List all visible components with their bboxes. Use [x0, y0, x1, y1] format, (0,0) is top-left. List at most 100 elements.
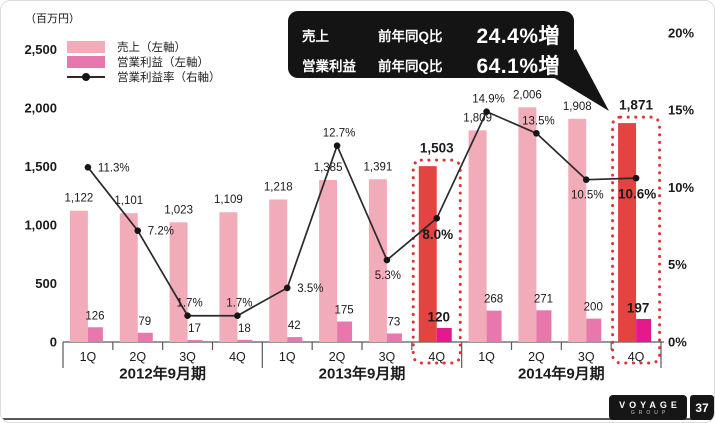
- sales-bar-7: [418, 166, 437, 342]
- profit-bar-1: [137, 332, 153, 342]
- quarter-label: 4Q: [229, 350, 246, 364]
- page-number: 37: [690, 395, 714, 420]
- sales-bar-4: [269, 199, 288, 342]
- rate-label: 3.5%: [297, 283, 323, 295]
- rate-label: 5.3%: [375, 270, 401, 282]
- legend-item-rate: 営業利益率（右軸）: [67, 71, 221, 84]
- sales-value-label: 1,503: [420, 141, 454, 156]
- legend-label: 売上（左軸）: [117, 42, 186, 54]
- callout-label: 売上: [302, 29, 329, 44]
- rate-point-4: [283, 284, 291, 292]
- sales-bar-3: [219, 212, 238, 342]
- rate-line-swatch: [67, 71, 105, 83]
- rate-point-9: [533, 129, 540, 137]
- left-axis-tick-label: 2,000: [24, 101, 57, 116]
- profit-bar-9: [536, 310, 552, 342]
- right-axis-tick-label: 0%: [668, 335, 687, 350]
- sales-bar-6: [368, 179, 387, 342]
- left-axis-tick-label: 1,000: [24, 218, 57, 233]
- profit-value-label: 42: [288, 320, 301, 332]
- callout-value: 24.4%増: [476, 25, 560, 48]
- profit-value-label: 126: [85, 310, 104, 322]
- sales-bar-2: [169, 222, 188, 342]
- left-axis-tick-label: 1,500: [24, 159, 57, 174]
- legend-item-sales: 売上（左軸）: [67, 41, 221, 54]
- yoy-callout: 売上 前年同Q比 24.4%増 営業利益 前年同Q比 64.1%増: [288, 11, 574, 78]
- rate-point-0: [84, 164, 92, 171]
- rate-label: 11.3%: [98, 162, 130, 174]
- left-axis-tick-label: 0: [50, 335, 57, 350]
- rate-label: 1.7%: [176, 298, 202, 310]
- callout-row-sales: 売上 前年同Q比 24.4%増: [302, 20, 560, 50]
- rate-label: 10.5%: [571, 190, 604, 202]
- profit-bar-2: [187, 340, 203, 342]
- quarter-label: 3Q: [379, 350, 396, 364]
- sales-value-label: 1,109: [214, 194, 243, 206]
- callout-metric: 前年同Q比: [378, 59, 443, 74]
- sales-value-label: 1,023: [164, 204, 193, 216]
- rate-label: 14.9%: [472, 94, 505, 106]
- sales-bar-5: [319, 179, 338, 342]
- sales-bar-9: [518, 107, 537, 342]
- sales-value-label: 1,101: [114, 195, 143, 207]
- profit-bar-4: [287, 337, 303, 342]
- rate-point-2: [184, 312, 191, 320]
- rate-label: 7.2%: [148, 226, 174, 238]
- profit-value-label: 271: [534, 293, 553, 305]
- profit-value-label: 120: [427, 309, 450, 324]
- rate-point-7: [433, 215, 441, 222]
- quarter-label: 4Q: [428, 350, 445, 364]
- bottom-rule: [1, 418, 714, 420]
- quarter-label: 2Q: [329, 350, 346, 364]
- quarter-label: 3Q: [179, 350, 196, 364]
- quarter-label: 3Q: [578, 350, 595, 364]
- rate-label: 12.7%: [323, 128, 356, 140]
- left-axis-tick-label: 500: [35, 276, 57, 291]
- callout-label: 営業利益: [302, 59, 356, 74]
- rate-line: [87, 110, 637, 317]
- quarter-label: 1Q: [478, 350, 495, 364]
- callout-value: 64.1%増: [476, 55, 560, 78]
- quarter-label: 2Q: [129, 350, 146, 364]
- right-axis-tick-label: 5%: [668, 257, 687, 272]
- sales-value-label: 1,871: [619, 98, 653, 113]
- callout-row-profit: 営業利益 前年同Q比 64.1%増: [302, 50, 560, 80]
- logo-text: VOYAGE: [619, 399, 681, 410]
- y-axis-unit-label: （百万円）: [25, 13, 80, 25]
- sales-swatch: [67, 41, 105, 53]
- legend-item-profit: 営業利益（左軸）: [67, 56, 221, 69]
- legend-label: 営業利益（左軸）: [117, 57, 209, 69]
- profit-bar-8: [486, 310, 502, 342]
- sales-bar-8: [468, 130, 487, 342]
- sales-bar-0: [69, 210, 88, 342]
- right-axis-tick-label: 15%: [668, 103, 694, 118]
- left-axis-tick-label: 2,500: [24, 42, 57, 57]
- sales-value-label: 1,122: [65, 193, 94, 205]
- rate-point-6: [383, 256, 391, 264]
- profit-swatch: [67, 56, 105, 68]
- quarter-label: 1Q: [279, 350, 296, 364]
- sales-value-label: 1,908: [563, 101, 592, 113]
- profit-bar-6: [386, 333, 402, 342]
- highlight-box-11: [611, 115, 662, 365]
- profit-bar-5: [337, 321, 353, 342]
- legend-label: 営業利益率（右軸）: [117, 72, 221, 84]
- rate-point-8: [483, 108, 490, 115]
- profit-value-label: 73: [388, 316, 401, 328]
- right-axis-tick-label: 20%: [668, 25, 694, 40]
- profit-value-label: 79: [138, 316, 151, 328]
- profit-bar-0: [87, 327, 103, 342]
- profit-value-label: 175: [334, 305, 353, 317]
- voyage-group-logo: VOYAGE GROUP: [609, 395, 687, 420]
- rate-point-1: [134, 227, 142, 234]
- profit-value-label: 268: [484, 294, 503, 306]
- rate-label: 1.7%: [226, 298, 252, 310]
- sales-value-label: 1,391: [364, 161, 393, 173]
- rate-point-5: [333, 142, 341, 149]
- highlight-box-7: [411, 158, 462, 365]
- sales-bar-1: [119, 213, 138, 342]
- rate-point-11: [632, 174, 640, 182]
- profit-bar-10: [586, 318, 602, 342]
- quarter-label: 4Q: [628, 350, 645, 364]
